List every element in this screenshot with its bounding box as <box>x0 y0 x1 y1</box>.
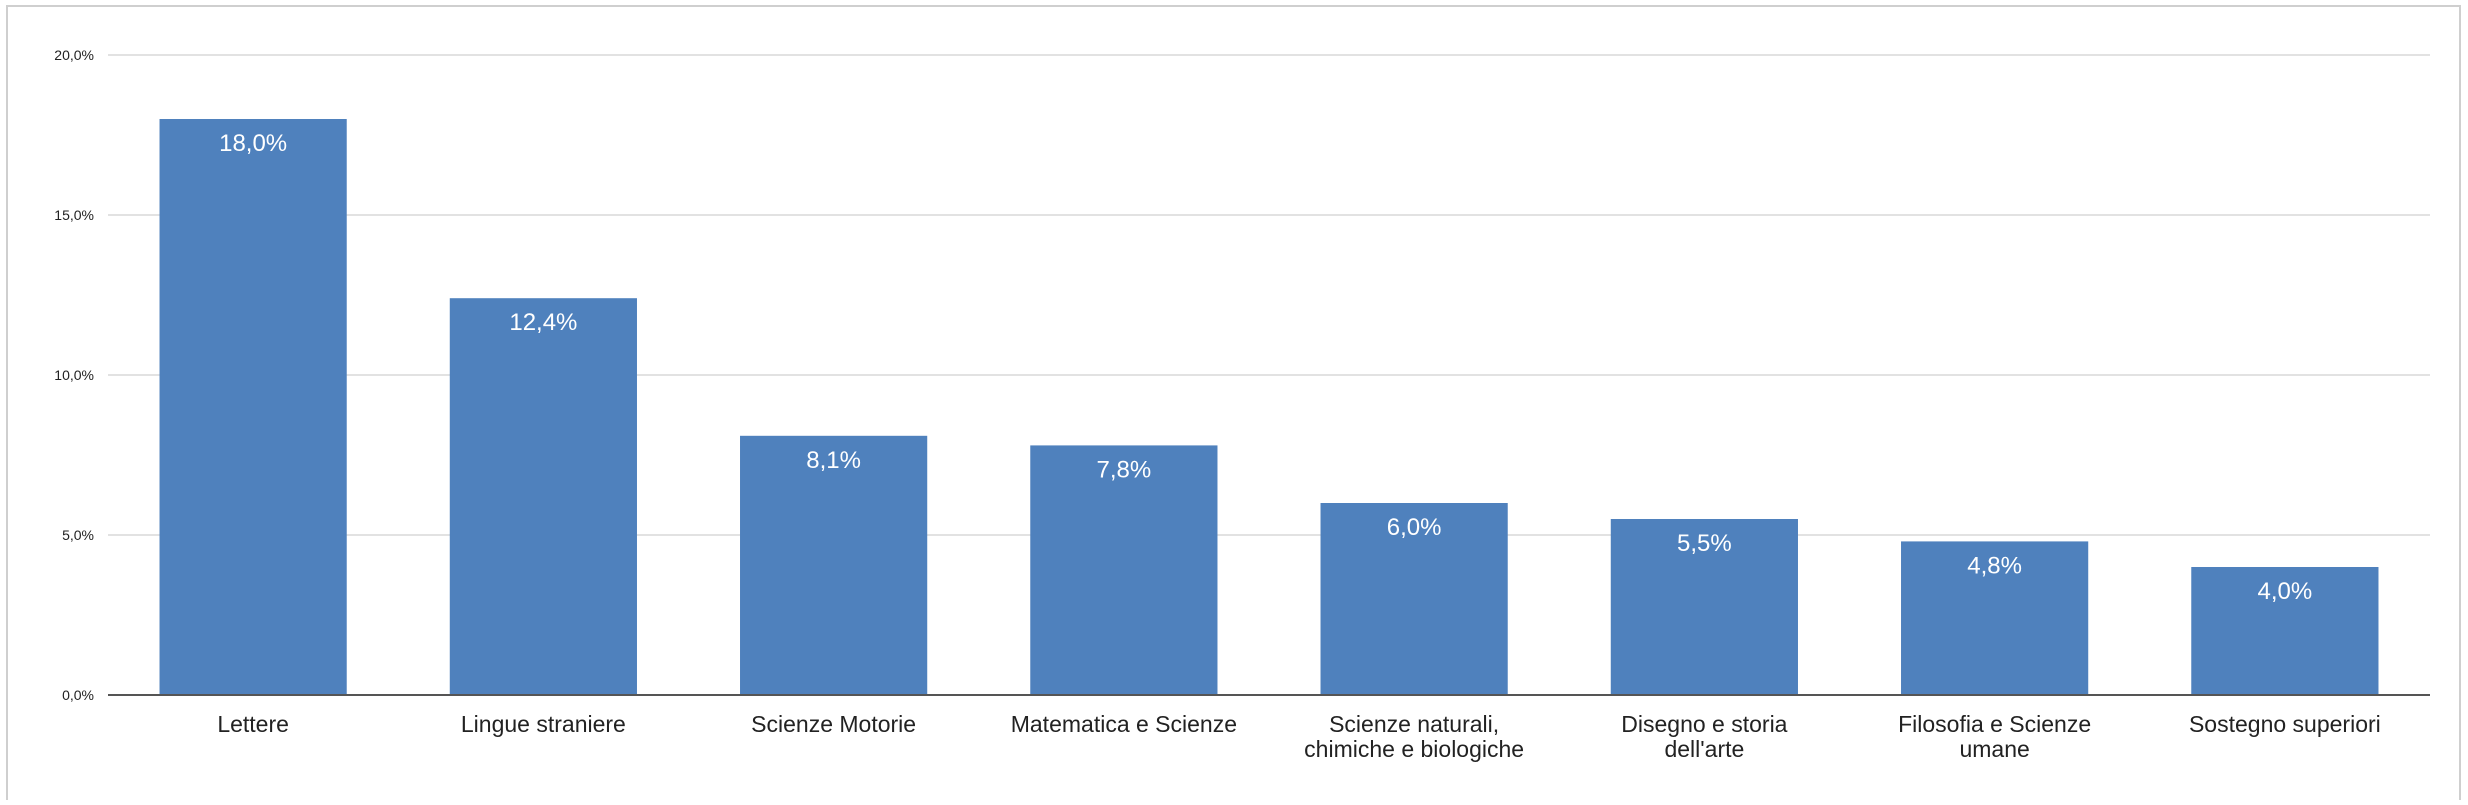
x-category-label-line: Matematica e Scienze <box>1011 711 1237 737</box>
y-tick-label: 0,0% <box>62 687 94 703</box>
x-category-label: Sostegno superiori <box>2189 711 2381 737</box>
bar <box>1320 503 1508 695</box>
bar <box>1030 445 1218 695</box>
bar-value-label: 6,0% <box>1387 514 1442 541</box>
x-category-label-line: Disegno e storia <box>1621 711 1787 737</box>
x-category-label: Scienze naturali, chimiche e biologiche <box>1304 711 1524 762</box>
chart-container[interactable]: 0,0% 5,0% 10,0% 15,0% 20,0% 18,0% 12,4% 8,1% 7,… <box>6 5 2461 800</box>
bar <box>740 435 928 695</box>
bar <box>1610 519 1798 695</box>
bar <box>159 119 347 695</box>
x-category-label: Lingue straniere <box>461 711 626 737</box>
bar-value-label: 8,1% <box>806 447 861 474</box>
x-category-label-line: Lettere <box>217 711 289 737</box>
x-category-label: Disegno e storia dell'arte <box>1621 711 1787 762</box>
x-category-label: Scienze Motorie <box>751 711 916 737</box>
x-category-label: Filosofia e Scienze umane <box>1898 711 2091 762</box>
x-category-label-line: Lingue straniere <box>461 711 626 737</box>
x-category-label-line: Sostegno superiori <box>2189 711 2381 737</box>
bar <box>2191 567 2379 695</box>
x-category-label-line: Scienze naturali, <box>1329 711 1499 737</box>
x-category-label-line: Filosofia e Scienze <box>1898 711 2091 737</box>
bar-value-label: 7,8% <box>1097 456 1152 483</box>
x-category-label: Matematica e Scienze <box>1011 711 1237 737</box>
bar-value-label: 4,8% <box>1967 552 2022 579</box>
y-tick-label: 5,0% <box>62 527 94 543</box>
bar-value-label: 5,5% <box>1677 530 1732 557</box>
bar-value-label: 4,0% <box>2258 578 2313 605</box>
bar-value-label: 12,4% <box>509 309 577 336</box>
bars: 18,0% 12,4% 8,1% 7,8% 6,0% 5,5% 4,8% 4,0% <box>159 119 2379 695</box>
bar <box>1901 541 2089 695</box>
x-category-label-line: Scienze Motorie <box>751 711 916 737</box>
bar-chart: 0,0% 5,0% 10,0% 15,0% 20,0% 18,0% 12,4% 8,1% 7,… <box>54 47 2430 762</box>
x-category-label-line: umane <box>1959 736 2029 762</box>
x-category-label: Lettere <box>217 711 289 737</box>
y-axis-ticks: 0,0% 5,0% 10,0% 15,0% 20,0% <box>54 47 94 703</box>
y-tick-label: 20,0% <box>54 47 94 63</box>
bar-value-label: 18,0% <box>219 130 287 157</box>
y-tick-label: 15,0% <box>54 207 94 223</box>
y-tick-label: 10,0% <box>54 367 94 383</box>
x-category-label-line: chimiche e biologiche <box>1304 736 1524 762</box>
x-axis-category-labels: Lettere Lingue straniere Scienze Motorie Ma… <box>217 711 2380 762</box>
x-category-label-line: dell'arte <box>1664 736 1744 762</box>
bar <box>449 298 637 695</box>
